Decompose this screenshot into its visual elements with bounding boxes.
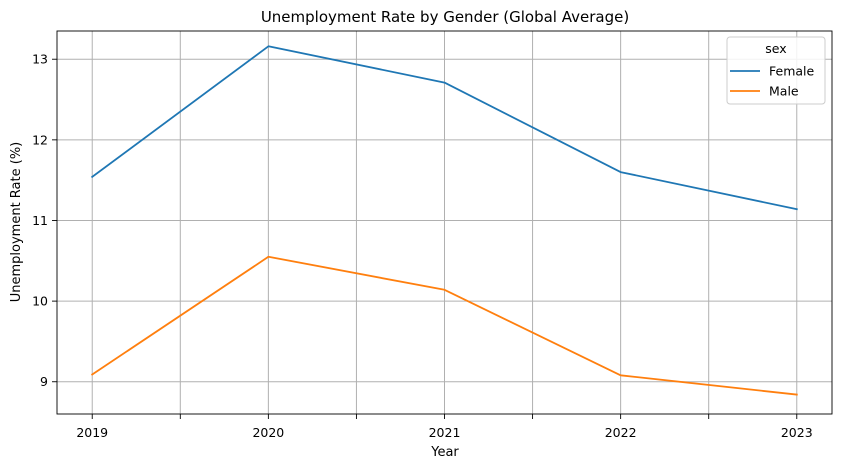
y-tick-label: 13 — [32, 52, 48, 67]
series-line-female — [90, 45, 798, 211]
series-lines — [90, 45, 798, 396]
y-axis-label: Unemployment Rate (%) — [9, 142, 24, 303]
legend-label-female: Female — [769, 64, 815, 79]
legend-label-male: Male — [769, 84, 799, 99]
y-tick-label: 12 — [32, 132, 48, 147]
x-tick-label: 2021 — [429, 425, 461, 440]
tick-marks-and-labels: 2019 2020 2021 2022 2023 9 10 11 12 13 — [32, 52, 813, 440]
y-tick-label: 11 — [32, 213, 48, 228]
x-tick-label: 2023 — [781, 425, 813, 440]
y-tick-label: 10 — [32, 294, 48, 309]
x-axis-label: Year — [430, 445, 459, 460]
legend-box — [726, 36, 826, 105]
legend: sex Female Male — [726, 36, 826, 105]
series-line-male — [90, 255, 798, 396]
grid-lines — [57, 31, 832, 414]
y-tick-label: 9 — [40, 374, 48, 389]
x-tick-label: 2020 — [252, 425, 284, 440]
legend-title: sex — [765, 41, 786, 56]
x-tick-label: 2022 — [605, 425, 637, 440]
x-tick-label: 2019 — [76, 425, 108, 440]
chart-title: Unemployment Rate by Gender (Global Aver… — [261, 8, 629, 26]
